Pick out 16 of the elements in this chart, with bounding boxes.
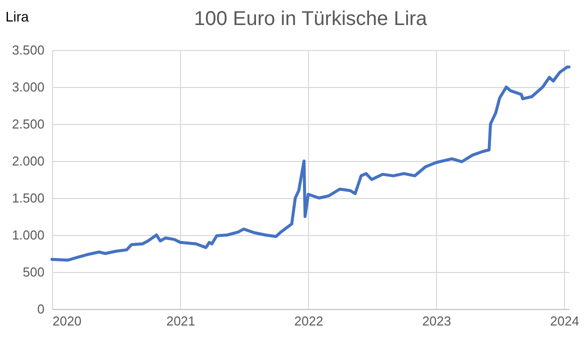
x-tick-label: 2021 <box>166 314 196 328</box>
y-tick-label: 2.500 <box>12 116 44 132</box>
y-tick-label: 1.500 <box>12 190 44 206</box>
x-tick-label: 2023 <box>422 314 452 328</box>
line-series <box>50 66 570 262</box>
y-tick-label: 3.000 <box>12 80 44 94</box>
y-axis-title: Lira <box>6 8 30 24</box>
y-tick-label: 3.500 <box>12 42 44 58</box>
x-tick-label: 2020 <box>52 314 82 328</box>
y-tick-label: 500 <box>22 264 44 280</box>
y-tick-label: 0 <box>37 302 44 316</box>
y-tick-label: 1.000 <box>12 228 44 242</box>
chart-title: 100 Euro in Türkische Lira <box>192 8 428 31</box>
x-tick-label: 2024 <box>550 314 580 328</box>
y-tick-label: 2.000 <box>12 154 44 168</box>
x-tick-label: 2022 <box>294 314 324 328</box>
